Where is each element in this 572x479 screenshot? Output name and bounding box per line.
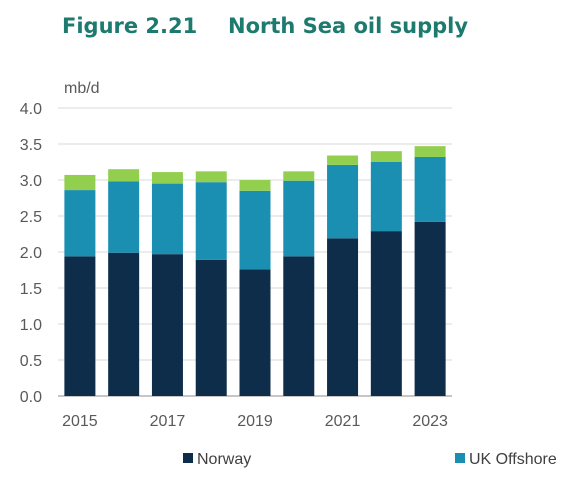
y-tick-label: 0.5 [20,353,42,370]
bar-uk-offshore-2021 [327,164,359,239]
bar-uk-offshore-2016 [108,181,140,253]
legend-swatch [183,453,193,463]
y-tick-label: 3.0 [20,173,42,190]
y-tick-label: 2.5 [20,209,42,226]
y-tick-label: 0.0 [20,389,42,406]
figure-label: Figure 2.21 [62,14,198,38]
legend-label: Norway [197,451,251,468]
bar-other-2023 [414,146,446,157]
legend-label: UK Offshore [469,451,557,468]
figure-title: North Sea oil supply [228,14,469,38]
y-tick-label: 1.0 [20,317,42,334]
bar-norway-2016 [108,252,140,396]
bar-norway-2022 [370,231,402,396]
bar-uk-offshore-2017 [151,183,183,255]
bar-norway-2015 [64,256,96,396]
bar-norway-2023 [414,221,446,396]
bar-other-2016 [108,169,140,182]
bar-norway-2020 [283,256,315,396]
bar-other-2022 [370,151,402,162]
bar-uk-offshore-2015 [64,190,96,257]
bar-uk-offshore-2018 [195,182,227,260]
bar-uk-offshore-2019 [239,190,271,270]
y-tick-label: 4.0 [20,101,42,118]
bar-other-2017 [151,172,183,184]
x-tick-label: 2023 [412,413,448,430]
x-tick-label: 2019 [237,413,273,430]
bar-uk-offshore-2023 [414,156,446,222]
bar-other-2015 [64,174,96,191]
bar-norway-2019 [239,269,271,396]
y-axis-unit-label: mb/d [64,80,100,97]
y-tick-label: 3.5 [20,137,42,154]
legend-swatch [455,453,465,463]
bar-norway-2021 [327,238,359,396]
bar-other-2019 [239,180,271,191]
bar-norway-2017 [151,254,183,396]
x-tick-label: 2015 [62,413,98,430]
x-tick-label: 2017 [150,413,186,430]
bar-uk-offshore-2020 [283,180,315,257]
bar-other-2021 [327,155,359,165]
y-tick-label: 1.5 [20,281,42,298]
bar-norway-2018 [195,259,227,396]
bar-other-2018 [195,171,227,183]
y-tick-label: 2.0 [20,245,42,262]
bar-other-2020 [283,171,315,181]
bar-uk-offshore-2022 [370,162,402,232]
x-tick-label: 2021 [325,413,361,430]
